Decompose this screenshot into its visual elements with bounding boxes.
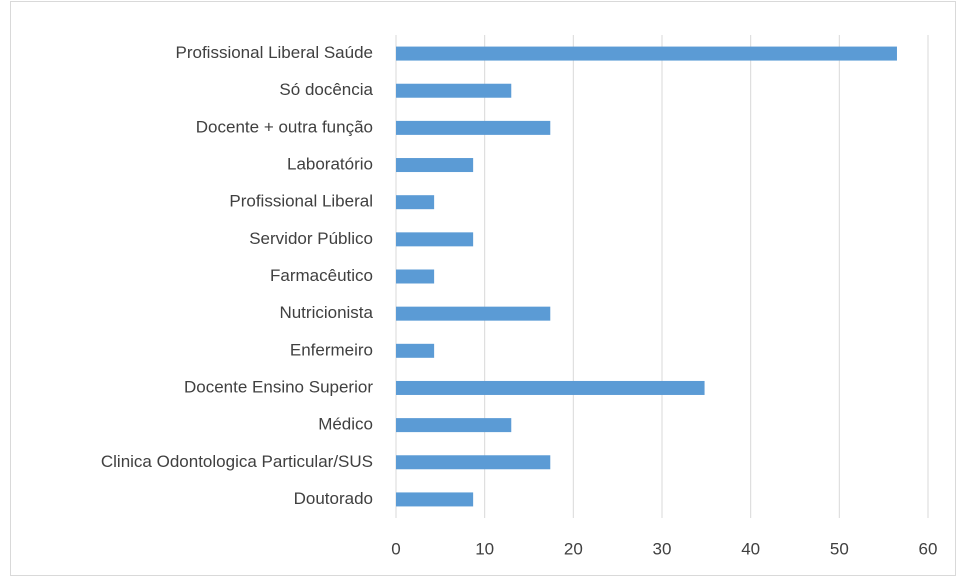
y-tick-label: Só docência xyxy=(279,80,373,99)
y-tick-label: Doutorado xyxy=(294,489,373,508)
bar xyxy=(396,46,897,61)
bar xyxy=(396,195,435,210)
bar xyxy=(396,158,474,173)
y-tick-label: Profissional Liberal Saúde xyxy=(175,43,373,62)
y-tick-label: Nutricionista xyxy=(279,303,373,322)
x-tick-label: 20 xyxy=(564,539,583,558)
y-tick-label: Docente + outra função xyxy=(196,117,373,136)
bar xyxy=(396,306,551,321)
bar xyxy=(396,418,512,433)
y-tick-label: Servidor Público xyxy=(249,229,373,248)
x-tick-label: 0 xyxy=(391,539,400,558)
x-tick-label: 50 xyxy=(830,539,849,558)
bar xyxy=(396,83,512,98)
bar xyxy=(396,269,435,284)
y-tick-label: Clinica Odontologica Particular/SUS xyxy=(101,452,373,471)
y-tick-label: Médico xyxy=(318,415,373,434)
y-tick-label: Farmacêutico xyxy=(270,266,373,285)
bar xyxy=(396,232,474,247)
bar xyxy=(396,120,551,135)
y-tick-label: Enfermeiro xyxy=(290,340,373,359)
x-tick-label: 30 xyxy=(653,539,672,558)
y-tick-label: Profissional Liberal xyxy=(229,192,373,211)
bar xyxy=(396,343,435,358)
bar xyxy=(396,455,551,470)
bar xyxy=(396,492,474,507)
y-tick-label: Laboratório xyxy=(287,155,373,174)
y-tick-label: Docente Ensino Superior xyxy=(184,377,373,396)
x-tick-label: 10 xyxy=(475,539,494,558)
bar xyxy=(396,380,705,395)
x-tick-label: 60 xyxy=(919,539,938,558)
x-tick-label: 40 xyxy=(741,539,760,558)
